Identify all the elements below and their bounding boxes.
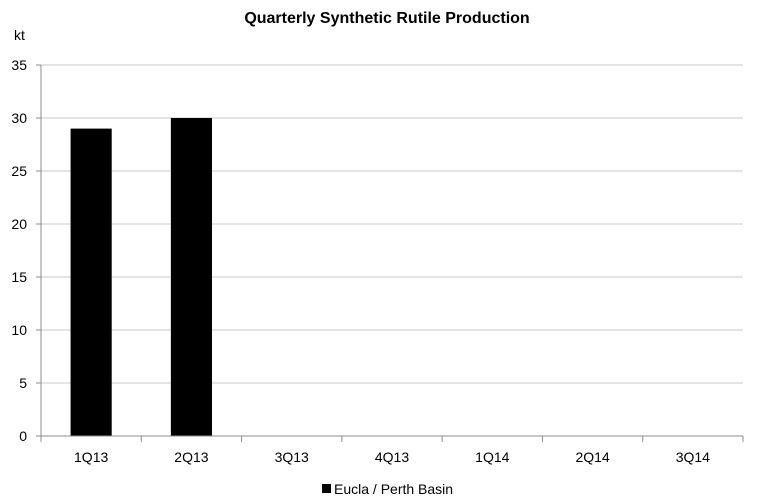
chart-title: Quarterly Synthetic Rutile Production bbox=[244, 10, 529, 27]
legend-swatch bbox=[322, 484, 331, 493]
y-tick-labels: 0 5 10 15 20 25 30 35 bbox=[11, 57, 27, 444]
legend-label: Eucla / Perth Basin bbox=[334, 481, 453, 497]
y-tick-label: 30 bbox=[11, 110, 27, 126]
axes bbox=[36, 64, 744, 442]
y-tick-label: 25 bbox=[11, 163, 27, 179]
x-tick-label: 4Q13 bbox=[375, 449, 409, 465]
y-tick-label: 15 bbox=[11, 269, 27, 285]
bars bbox=[70, 118, 212, 436]
y-tick-label: 10 bbox=[11, 322, 27, 338]
x-tick-label: 3Q14 bbox=[676, 449, 710, 465]
y-tick-label: 35 bbox=[11, 57, 27, 73]
legend: Eucla / Perth Basin bbox=[322, 481, 453, 497]
x-tick-label: 1Q13 bbox=[74, 449, 108, 465]
x-tick-label: 2Q14 bbox=[575, 449, 609, 465]
y-tick-label: 5 bbox=[19, 375, 27, 391]
y-tick-label: 20 bbox=[11, 216, 27, 232]
gridlines bbox=[41, 64, 743, 384]
x-tick-label: 2Q13 bbox=[174, 449, 208, 465]
x-tick-labels: 1Q13 2Q13 3Q13 4Q13 1Q14 2Q14 3Q14 bbox=[74, 449, 710, 465]
x-tick-label: 3Q13 bbox=[275, 449, 309, 465]
bar-2Q13 bbox=[170, 118, 212, 436]
y-axis-unit-label: kt bbox=[14, 27, 25, 43]
y-tick-label: 0 bbox=[19, 428, 27, 444]
bar-1Q13 bbox=[70, 128, 112, 436]
x-tick-label: 1Q14 bbox=[475, 449, 509, 465]
